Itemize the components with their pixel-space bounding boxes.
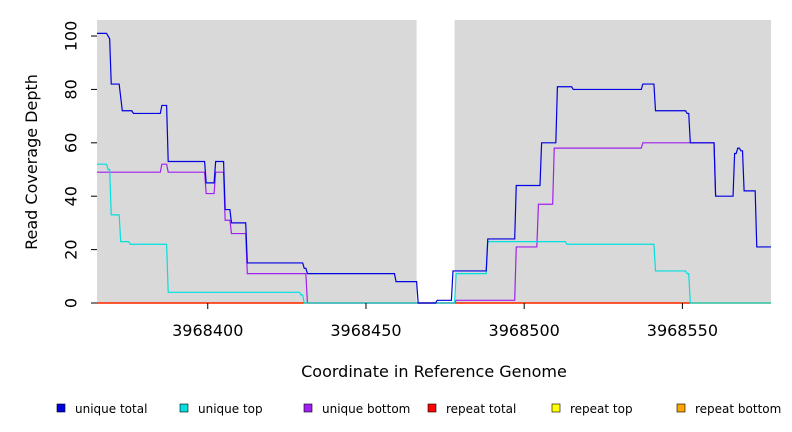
x-tick-label: 3968500: [489, 321, 560, 340]
gap-regions: [416, 20, 455, 303]
legend-label: unique total: [75, 402, 147, 416]
x-axis-title: Coordinate in Reference Genome: [301, 362, 567, 381]
y-tick-label: 20: [62, 239, 81, 259]
series-line-unique-top: [97, 163, 771, 304]
legend-swatch: [179, 403, 189, 413]
y-axis-title: Read Coverage Depth: [22, 74, 41, 250]
legend-label: repeat top: [570, 402, 633, 416]
series-layer: [97, 32, 771, 304]
legend-label: unique top: [198, 402, 263, 416]
gap-region: [416, 20, 455, 303]
legend-swatch: [551, 403, 561, 413]
legend-swatch: [676, 403, 686, 413]
y-tick-label: 100: [62, 21, 81, 52]
legend-label: repeat total: [446, 402, 516, 416]
y-tick-label: 80: [62, 79, 81, 99]
legend-label: unique bottom: [322, 402, 410, 416]
series-line-unique-bottom: [97, 142, 717, 304]
x-tick-label: 3968550: [647, 321, 718, 340]
x-tick-label: 3968400: [172, 321, 243, 340]
x-axis: 3968400 3968450 3968500 3968550: [172, 303, 718, 340]
y-tick-label: 0: [62, 298, 81, 308]
y-tick-label: 60: [62, 133, 81, 153]
legend-label: repeat bottom: [695, 402, 781, 416]
x-tick-label: 3968450: [330, 321, 401, 340]
legend: unique total unique top unique bottom repea…: [56, 402, 781, 416]
legend-swatch: [427, 403, 437, 413]
series-line-unique-total: [97, 32, 771, 304]
legend-swatch: [303, 403, 313, 413]
y-tick-label: 40: [62, 186, 81, 206]
y-axis: 0 20 40 60 80 100: [62, 21, 97, 308]
legend-swatch: [56, 403, 66, 413]
